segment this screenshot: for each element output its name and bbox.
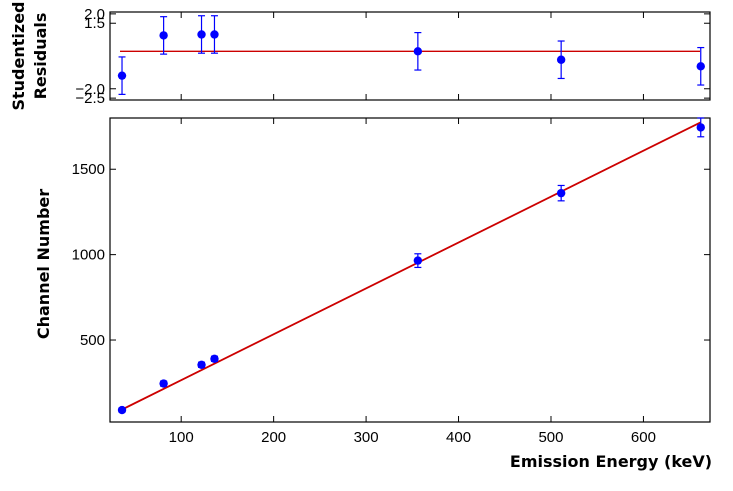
point-marker bbox=[159, 379, 168, 388]
data-point-1 bbox=[159, 379, 168, 388]
data-point-6 bbox=[696, 117, 705, 138]
residuals-x-ticks bbox=[180, 12, 644, 100]
calibration-panel: 100 200 300 400 500 600 500 1000 1500 Emission … bbox=[34, 117, 712, 471]
data-point-6 bbox=[696, 46, 705, 86]
y-tick-label: 1000 bbox=[72, 247, 105, 264]
data-point-2 bbox=[197, 360, 206, 369]
residuals-ylabel-line1: Studentized bbox=[9, 1, 28, 110]
y-tick-label: 2.0 bbox=[84, 6, 105, 23]
point-marker bbox=[696, 62, 705, 71]
point-marker bbox=[413, 47, 423, 56]
calibration-frame bbox=[109, 117, 711, 423]
calibration-y-ticks: 500 1000 1500 bbox=[72, 161, 710, 349]
x-tick-label: 300 bbox=[354, 429, 379, 446]
data-point-5 bbox=[556, 184, 566, 202]
residuals-points bbox=[117, 15, 705, 95]
data-point-0 bbox=[117, 56, 127, 95]
point-marker bbox=[556, 188, 566, 198]
residuals-frame bbox=[109, 11, 711, 101]
calibration-fit-line bbox=[121, 121, 702, 411]
point-marker bbox=[117, 405, 127, 415]
x-tick-label: 100 bbox=[169, 429, 194, 446]
residuals-panel: 2.01.5 −2.0−2.5 Studentized Residuals bbox=[9, 1, 711, 111]
calibration-points bbox=[117, 117, 705, 415]
point-marker bbox=[197, 30, 206, 39]
x-tick-label: 600 bbox=[631, 429, 656, 446]
data-point-5 bbox=[556, 40, 566, 80]
calibration-xlabel: Emission Energy (keV) bbox=[510, 452, 712, 471]
y-tick-label: 500 bbox=[80, 332, 105, 349]
x-tick-label: 200 bbox=[261, 429, 286, 446]
data-point-2 bbox=[197, 15, 206, 54]
data-point-3 bbox=[210, 354, 219, 364]
y-tick-label: −2.0 bbox=[75, 81, 105, 98]
calibration-x-ticks: 100 200 300 400 500 600 bbox=[169, 118, 656, 446]
point-marker bbox=[159, 31, 168, 40]
point-marker bbox=[210, 354, 219, 364]
point-marker bbox=[696, 123, 705, 132]
point-marker bbox=[197, 360, 206, 369]
data-point-1 bbox=[159, 16, 168, 55]
point-marker bbox=[117, 71, 127, 80]
residuals-y-ticks: 2.01.5 −2.0−2.5 bbox=[75, 6, 710, 107]
point-marker bbox=[413, 256, 423, 265]
residuals-ylabel-line2: Residuals bbox=[31, 13, 50, 100]
calibration-ylabel: Channel Number bbox=[34, 189, 53, 339]
point-marker bbox=[210, 30, 219, 39]
data-point-3 bbox=[210, 15, 219, 54]
data-point-0 bbox=[117, 405, 127, 415]
x-tick-label: 500 bbox=[538, 429, 563, 446]
point-marker bbox=[556, 55, 566, 64]
data-point-4 bbox=[413, 253, 423, 269]
y-tick-label: 1500 bbox=[72, 161, 105, 178]
x-tick-label: 400 bbox=[446, 429, 471, 446]
y-tick-label: 1.5 bbox=[84, 15, 105, 32]
y-tick-label: −2.5 bbox=[75, 90, 105, 107]
data-point-4 bbox=[413, 31, 423, 71]
